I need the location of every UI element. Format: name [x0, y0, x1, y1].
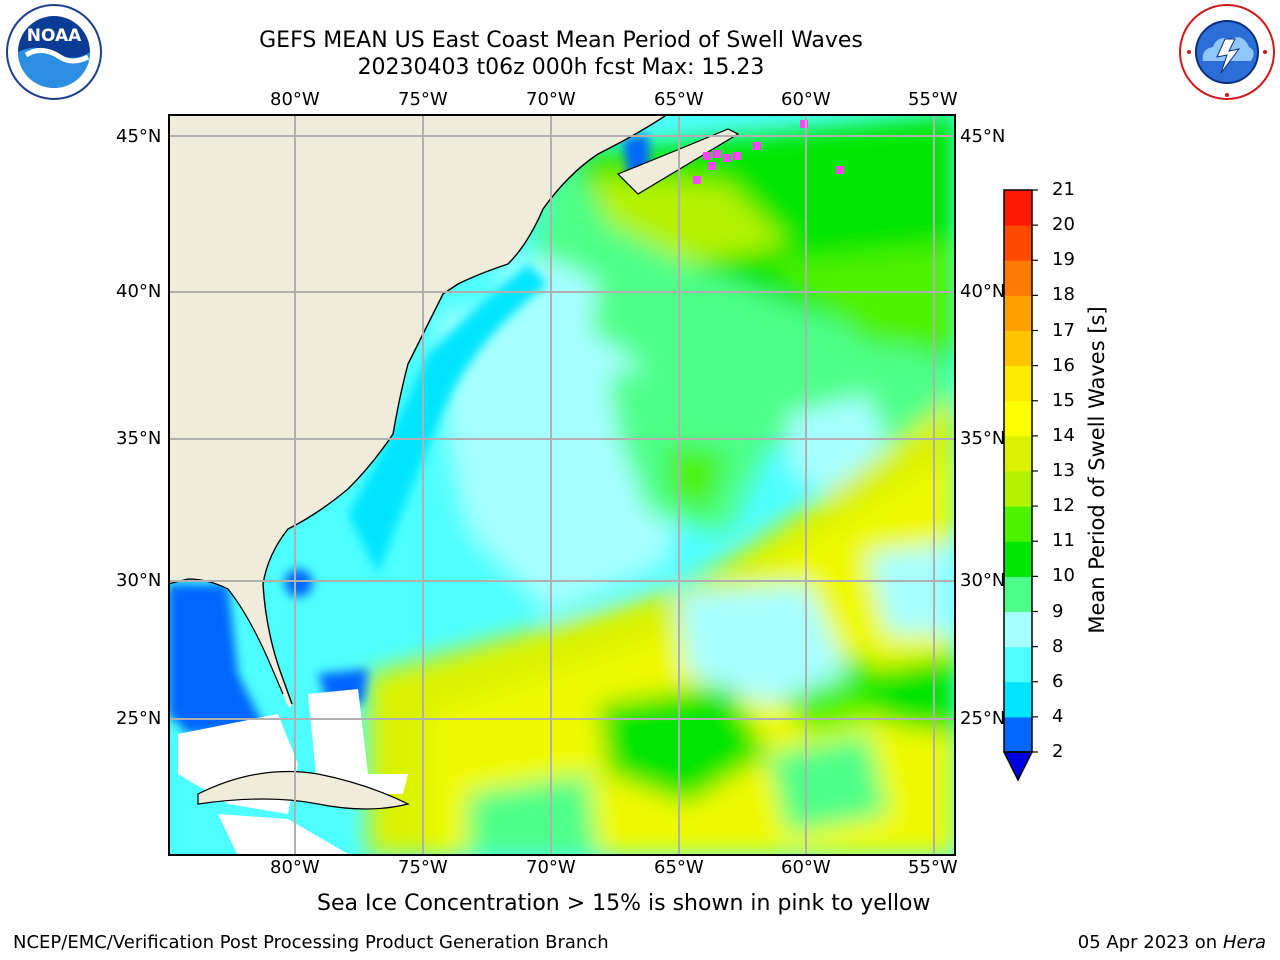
colorbar-tick-label: 8 [1052, 635, 1064, 657]
chart-subtitle: 20230403 t06z 000h fcst Max: 15.23 [357, 55, 765, 80]
colorbar-tick-label: 16 [1052, 354, 1075, 376]
lat-tick-right-40n: 40°N [960, 281, 1006, 302]
lat-tick-right-45n: 45°N [960, 126, 1006, 147]
colorbar-title: Mean Period of Swell Waves [s] [1085, 306, 1109, 634]
lon-tick-bottom-60w: 60°W [781, 857, 831, 878]
colorbar-tick-label: 21 [1052, 179, 1075, 200]
lat-tick-left-45n: 45°N [116, 126, 162, 147]
colorbar-tick-label: 4 [1052, 705, 1064, 727]
lon-tick-top-70w: 70°W [526, 89, 576, 110]
lon-tick-bottom-65w: 65°W [654, 857, 704, 878]
lat-tick-left-30n: 30°N [116, 570, 162, 591]
colorbar-tick-label: 14 [1052, 424, 1075, 446]
lat-tick-left-25n: 25°N [116, 708, 162, 729]
colorbar-tick-label: 19 [1052, 249, 1075, 271]
colorbar-segment [1004, 225, 1032, 261]
swell-period-field [368, 115, 955, 855]
lon-tick-top-75w: 75°W [398, 89, 448, 110]
colorbar-segment [1004, 330, 1032, 367]
colorbar-segment [1004, 506, 1032, 542]
land-cuba [197, 770, 410, 810]
colorbar [1002, 189, 1038, 782]
colorbar-segment [1004, 190, 1032, 226]
lon-tick-bottom-55w: 55°W [908, 857, 958, 878]
lon-tick-bottom-80w: 80°W [270, 857, 320, 878]
footer-machine: Hera [1222, 932, 1266, 953]
colorbar-segment [1004, 646, 1032, 683]
colorbar-segment [1004, 365, 1032, 402]
colorbar-tick-label: 20 [1052, 214, 1075, 236]
lon-tick-bottom-70w: 70°W [526, 857, 576, 878]
colorbar-segment [1004, 716, 1032, 753]
colorbar-tick-label: 18 [1052, 284, 1075, 306]
colorbar-tick-label: 17 [1052, 319, 1075, 341]
lon-tick-top-65w: 65°W [654, 89, 704, 110]
lon-tick-top-55w: 55°W [908, 89, 958, 110]
lon-tick-top-60w: 60°W [781, 89, 831, 110]
colorbar-segment [1004, 295, 1032, 331]
colorbar-segment [1004, 260, 1032, 296]
lat-tick-right-30n: 30°N [960, 570, 1006, 591]
colorbar-segment [1004, 471, 1032, 507]
colorbar-segment [1004, 681, 1032, 718]
colorbar-tick-label: 10 [1052, 565, 1075, 587]
coastline [262, 115, 668, 705]
lat-tick-left-40n: 40°N [116, 281, 162, 302]
footer-branch: NCEP/EMC/Verification Post Processing Pr… [13, 932, 609, 953]
chart-title: GEFS MEAN US East Coast Mean Period of S… [259, 28, 863, 53]
sea-ice-marks [693, 120, 844, 184]
noaa-logo: NOAA [6, 4, 102, 100]
footer-date: 05 Apr 2023 on Hera [1078, 932, 1266, 954]
lat-tick-right-25n: 25°N [960, 708, 1006, 729]
footer-date-text: 05 Apr 2023 on [1077, 932, 1223, 953]
colorbar-tick-label: 15 [1052, 389, 1075, 411]
colorbar-segment [1004, 611, 1032, 648]
graticule [168, 114, 956, 856]
sea-ice-caption: Sea Ice Concentration > 15% is shown in … [317, 891, 931, 916]
land-us-east [169, 115, 667, 708]
nws-logo [1179, 4, 1275, 100]
colorbar-segment [1004, 576, 1032, 612]
colorbar-segment [1004, 435, 1032, 472]
colorbar-tick-label: 11 [1052, 530, 1075, 552]
colorbar-tick-label: 2 [1052, 741, 1064, 762]
colorbar-tick-label: 13 [1052, 460, 1075, 481]
map-frame [168, 114, 956, 856]
colorbar-segment [1004, 400, 1032, 437]
lat-tick-right-35n: 35°N [960, 428, 1006, 449]
lon-tick-bottom-75w: 75°W [398, 857, 448, 878]
map-area [168, 114, 956, 856]
colorbar-tick-label: 12 [1052, 495, 1075, 517]
noaa-logo-text: NOAA [27, 26, 82, 46]
colorbar-tick-label: 9 [1052, 600, 1064, 622]
lat-tick-left-35n: 35°N [116, 428, 162, 449]
colorbar-segment [1004, 541, 1032, 577]
lon-tick-top-80w: 80°W [270, 89, 320, 110]
colorbar-tick-label: 6 [1052, 670, 1064, 692]
colorbar-extend-arrow [1002, 751, 1034, 782]
